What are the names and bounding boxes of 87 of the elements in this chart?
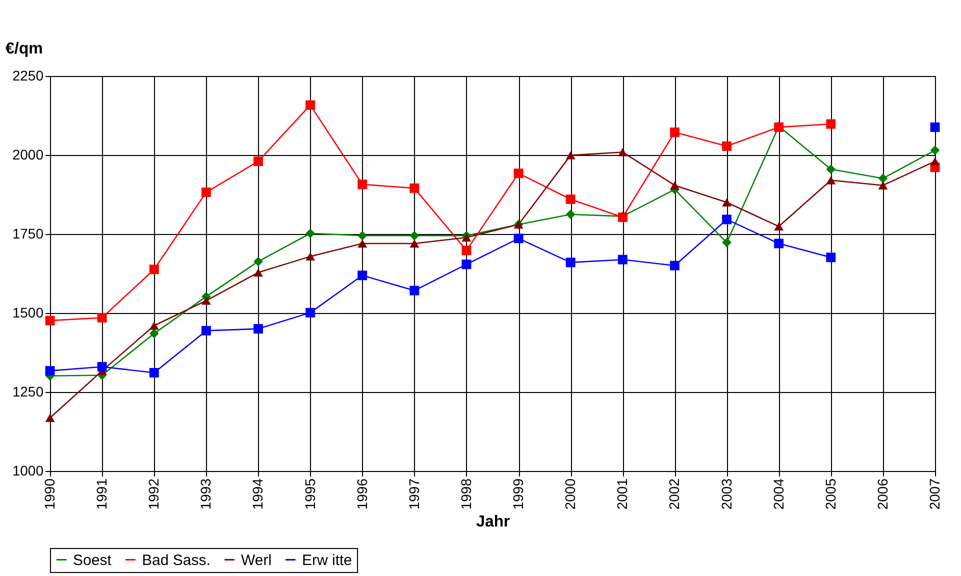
y-tick-label: 1750 xyxy=(12,226,44,242)
point xyxy=(514,234,524,244)
point xyxy=(566,210,576,220)
point xyxy=(514,168,524,178)
x-tick-label: 1993 xyxy=(198,478,214,510)
x-tick-label: 2004 xyxy=(770,478,786,510)
legend-label: Bad Sass. xyxy=(142,552,210,569)
legend-label: Werl xyxy=(241,552,272,569)
point xyxy=(358,270,368,280)
point xyxy=(410,230,420,240)
y-tick-label: 2000 xyxy=(12,146,44,162)
point xyxy=(462,246,472,256)
point xyxy=(149,322,159,330)
point xyxy=(358,180,368,190)
x-tick-label: 1991 xyxy=(94,478,110,510)
legend-label: Soest xyxy=(73,552,112,569)
y-tick-label: 2250 xyxy=(12,68,44,84)
point xyxy=(722,238,732,248)
point xyxy=(826,176,836,184)
point xyxy=(670,181,680,190)
point xyxy=(722,198,732,207)
x-tick-label: 2005 xyxy=(822,478,838,510)
point xyxy=(149,368,159,378)
point xyxy=(826,252,836,262)
point xyxy=(462,233,472,242)
point xyxy=(410,239,420,248)
x-tick-label: 1999 xyxy=(510,478,526,510)
point xyxy=(878,181,888,190)
point xyxy=(253,324,263,334)
point xyxy=(826,164,836,174)
y-tick-label: 1000 xyxy=(12,462,44,478)
point xyxy=(45,366,55,376)
x-tick-label: 1994 xyxy=(250,478,266,510)
x-tick-label: 1998 xyxy=(458,478,474,510)
point xyxy=(253,256,263,266)
point xyxy=(306,252,316,261)
point xyxy=(566,194,576,204)
point xyxy=(45,414,55,422)
x-axis-title: Jahr xyxy=(476,514,510,531)
point xyxy=(826,119,836,129)
y-tick-label: 1250 xyxy=(12,384,44,400)
x-tick-label: 2000 xyxy=(562,478,578,510)
point xyxy=(930,146,940,156)
point xyxy=(774,238,784,248)
x-tick-label: 1990 xyxy=(42,478,58,510)
point xyxy=(618,254,628,264)
y-axis-title: €/qm xyxy=(6,40,43,58)
point xyxy=(722,214,732,224)
y-tick-label: 1500 xyxy=(12,304,44,320)
x-tick-label: 1995 xyxy=(302,478,318,510)
point xyxy=(45,316,55,326)
point xyxy=(410,183,420,193)
x-tick-label: 1996 xyxy=(354,478,370,510)
legend-label: Erw itte xyxy=(302,552,352,569)
point xyxy=(618,148,628,156)
point xyxy=(201,296,211,305)
point xyxy=(930,157,940,166)
point xyxy=(670,128,680,137)
point xyxy=(878,174,888,184)
point xyxy=(358,230,368,240)
point xyxy=(149,328,159,338)
point xyxy=(930,122,940,132)
point xyxy=(97,312,107,322)
point xyxy=(358,239,368,248)
x-tick-label: 1992 xyxy=(146,478,162,510)
point xyxy=(97,362,107,372)
point xyxy=(149,264,159,274)
point xyxy=(306,100,316,110)
x-tick-label: 2002 xyxy=(666,478,682,510)
x-tick-label: 2003 xyxy=(718,478,734,510)
x-tick-label: 2001 xyxy=(614,478,630,510)
point xyxy=(566,151,576,160)
point xyxy=(201,188,211,198)
point xyxy=(306,228,316,238)
x-tick-label: 2006 xyxy=(874,478,890,510)
x-tick-label: 2007 xyxy=(926,478,942,510)
point xyxy=(722,141,732,151)
point xyxy=(253,268,263,277)
point xyxy=(670,260,680,270)
point xyxy=(201,326,211,336)
point xyxy=(253,156,263,166)
point xyxy=(462,260,472,270)
point xyxy=(410,286,420,296)
point xyxy=(306,308,316,318)
point xyxy=(774,222,784,231)
x-tick-label: 1997 xyxy=(406,478,422,510)
point xyxy=(566,258,576,268)
